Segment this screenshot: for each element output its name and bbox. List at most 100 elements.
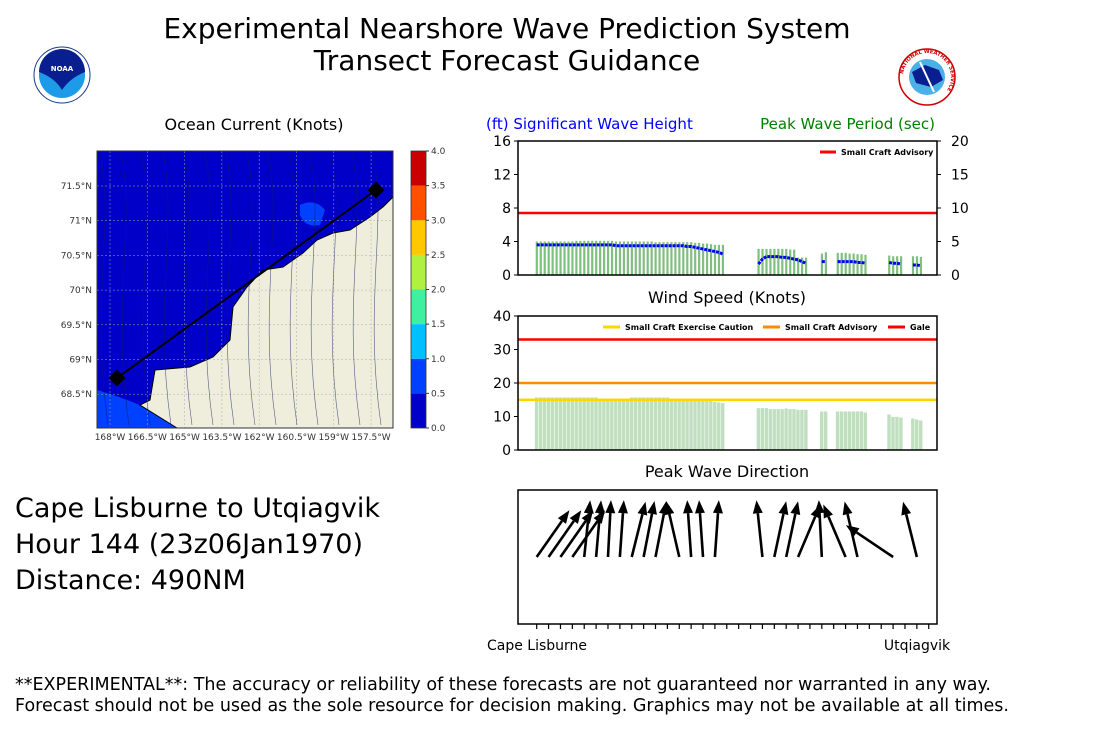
direction-chart-title: Peak Wave Direction bbox=[645, 462, 809, 481]
wind-bar bbox=[792, 409, 796, 450]
period-bar bbox=[777, 248, 780, 275]
period-bar bbox=[591, 240, 594, 275]
wind-bar bbox=[823, 411, 828, 450]
period-bar bbox=[698, 242, 701, 275]
transect-end-label: Utqiagvik bbox=[884, 638, 951, 654]
lon-tick-label: 162°W bbox=[244, 433, 275, 443]
period-bar bbox=[804, 257, 808, 275]
wind-bar bbox=[622, 399, 626, 450]
colorbar-bin bbox=[411, 254, 426, 290]
wind-bar bbox=[534, 397, 539, 450]
y-tick-label: 30 bbox=[493, 343, 511, 359]
wind-bar bbox=[804, 409, 808, 450]
period-bar bbox=[892, 256, 895, 275]
y-tick-label: 0 bbox=[502, 443, 511, 459]
period-bar bbox=[654, 242, 657, 275]
y-tick-label: 10 bbox=[493, 410, 511, 426]
legend-label-advisory: Small Craft Advisory bbox=[841, 148, 934, 157]
arrow-head bbox=[637, 501, 648, 516]
arrow-head bbox=[594, 500, 605, 514]
arrow-head bbox=[778, 501, 789, 516]
wind-bar bbox=[598, 399, 602, 450]
direction-arrow bbox=[535, 510, 570, 558]
period-bar bbox=[535, 241, 538, 275]
wind-bar bbox=[843, 411, 848, 450]
period-bar bbox=[785, 248, 788, 275]
period-bar bbox=[761, 248, 764, 275]
lon-tick-label: 157.5°W bbox=[352, 433, 391, 443]
period-bar bbox=[840, 252, 843, 275]
direction-arrow bbox=[582, 500, 594, 558]
colorbar-tick-label: 1.0 bbox=[431, 355, 446, 365]
direction-arrow bbox=[784, 501, 801, 558]
period-bar bbox=[674, 242, 677, 275]
period-bar bbox=[793, 249, 796, 275]
wave-height-period-chart: (ft) Significant Wave Height Peak Wave P… bbox=[486, 115, 969, 284]
period-bar bbox=[781, 248, 784, 275]
wind-bar bbox=[784, 408, 788, 450]
wind-bar bbox=[574, 397, 578, 450]
wind-bar bbox=[653, 397, 658, 450]
period-bar bbox=[579, 240, 582, 275]
wind-bar bbox=[835, 411, 840, 450]
page-subtitle: Transect Forecast Guidance bbox=[313, 44, 700, 77]
period-bar bbox=[686, 242, 689, 275]
arrow-shaft bbox=[642, 513, 654, 558]
wave-period-axis-title: Peak Wave Period (sec) bbox=[760, 115, 935, 133]
y-tick-label: 20 bbox=[493, 376, 511, 392]
period-bar bbox=[599, 240, 602, 275]
wind-bar bbox=[839, 411, 844, 450]
period-bar bbox=[583, 240, 586, 275]
wave-height-line bbox=[536, 243, 724, 256]
direction-arrow bbox=[683, 500, 694, 558]
arrow-head bbox=[583, 500, 594, 514]
period-bar bbox=[769, 248, 772, 275]
wind-bar bbox=[594, 397, 598, 450]
wind-bar bbox=[637, 397, 642, 450]
period-bar bbox=[543, 241, 546, 275]
period-bar bbox=[765, 248, 768, 275]
current-streamline bbox=[372, 154, 382, 426]
period-bar bbox=[848, 253, 851, 275]
wind-bar bbox=[685, 398, 689, 450]
forecast-hour: Hour 144 (23z06Jan1970) bbox=[15, 529, 363, 560]
direction-arrow bbox=[617, 500, 628, 558]
period-bar bbox=[678, 242, 681, 275]
lat-tick-label: 68.5°N bbox=[61, 390, 92, 400]
period-bar bbox=[547, 241, 550, 275]
wind-bar bbox=[645, 397, 650, 450]
y-tick-label-right: 0 bbox=[951, 268, 960, 284]
wind-bar bbox=[558, 397, 563, 450]
wind-bar bbox=[764, 408, 768, 450]
wave-height-line bbox=[912, 263, 922, 268]
period-bar bbox=[860, 254, 863, 275]
arrow-shaft bbox=[668, 513, 681, 558]
disclaimer-line1: **EXPERIMENTAL**: The accuracy or reliab… bbox=[15, 675, 991, 695]
direction-arrow bbox=[547, 510, 582, 558]
arrow-head bbox=[712, 500, 723, 514]
arrow-head bbox=[569, 510, 582, 524]
period-bar bbox=[824, 252, 827, 275]
wind-bar bbox=[673, 398, 677, 450]
wind-bar bbox=[796, 409, 800, 450]
current-streamline bbox=[183, 154, 193, 426]
period-bar bbox=[717, 244, 721, 275]
y-tick-label-left: 12 bbox=[493, 168, 511, 184]
period-bar bbox=[662, 242, 665, 275]
arrow-shaft bbox=[594, 513, 602, 558]
period-bar bbox=[713, 244, 717, 275]
wind-speed-chart: Wind Speed (Knots) 0 10 20 30 40 Small Craft … bbox=[493, 288, 938, 459]
period-bar bbox=[856, 254, 859, 275]
wind-bar bbox=[610, 399, 614, 450]
current-streamline bbox=[246, 154, 256, 426]
wind-bar bbox=[919, 420, 923, 450]
wind-bar bbox=[721, 403, 725, 450]
current-streamline bbox=[141, 154, 151, 426]
ocean-current-map: Ocean Current (Knots) 71.5°N 71°N 70.5°N 70… bbox=[61, 115, 446, 443]
wind-bar bbox=[887, 414, 891, 450]
arrow-shaft bbox=[784, 513, 797, 558]
wind-bar bbox=[713, 401, 717, 450]
direction-arrow bbox=[630, 501, 648, 558]
colorbar-tick-label: 3.0 bbox=[431, 216, 446, 226]
